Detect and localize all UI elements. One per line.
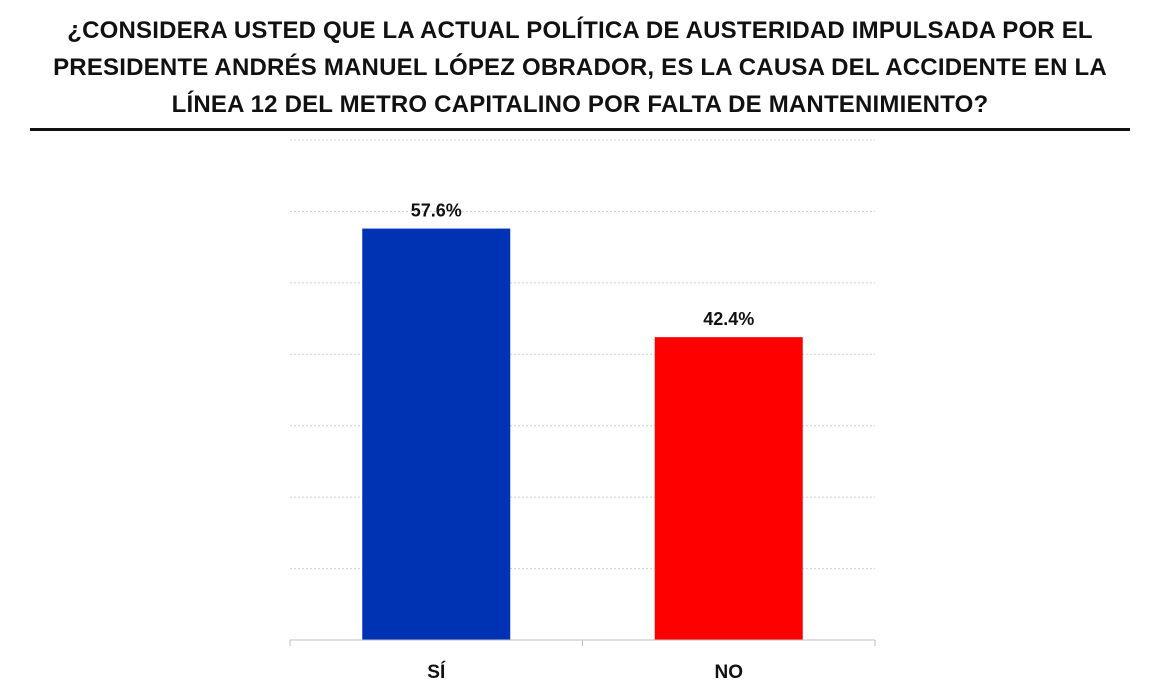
bar-no bbox=[654, 337, 803, 640]
bars: 57.6% 42.4% bbox=[362, 201, 803, 641]
x-tick-label: NO bbox=[715, 662, 744, 683]
bar-si bbox=[362, 228, 511, 641]
title-divider bbox=[30, 128, 1130, 131]
x-axis: SÍ NO bbox=[289, 639, 876, 683]
data-label: 42.4% bbox=[703, 309, 754, 329]
data-label: 57.6% bbox=[411, 201, 462, 221]
x-tick-label: SÍ bbox=[427, 661, 446, 683]
chart-title: ¿CONSIDERA USTED QUE LA ACTUAL POLÍTICA … bbox=[53, 17, 1107, 118]
